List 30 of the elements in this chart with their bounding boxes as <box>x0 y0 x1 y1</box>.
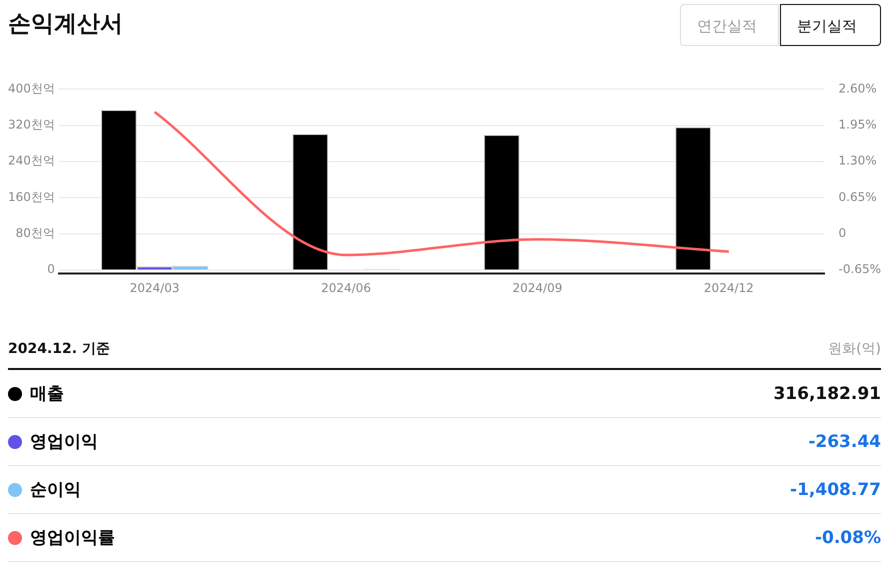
chart-title: 손익계산서 <box>8 10 123 39</box>
y2-tick-label: 2.60% <box>838 81 877 96</box>
y2-tick-label: 1.95% <box>838 117 877 132</box>
text: -1,408.77 <box>790 480 881 500</box>
legend-label: 영업이익 <box>30 431 98 453</box>
text: 원화(억) <box>828 340 881 358</box>
x-tick-label: 2024/06 <box>321 280 371 295</box>
y-tick-label: 400천억 <box>8 81 55 96</box>
y-tick-label: 240천억 <box>8 154 55 168</box>
line-series <box>153 110 730 256</box>
y-tick-label: 0 <box>47 262 55 276</box>
text: 2024.12. 기준 <box>8 340 110 358</box>
y2-tick-label: -0.65% <box>838 262 881 276</box>
y-tick-label: 160천억 <box>8 190 55 204</box>
text: -0.08% <box>814 528 881 548</box>
y-tick-label: 80천억 <box>16 226 55 240</box>
legend-label: 매출 <box>30 383 64 405</box>
x-tick-label: 2024/09 <box>512 280 562 295</box>
text: 분기실적 <box>780 4 881 46</box>
legend-label: 영업이익률 <box>30 527 115 549</box>
y2-tick-label: 0 <box>838 226 846 240</box>
text: -263.44 <box>808 432 881 452</box>
y2-tick-label: 1.30% <box>838 154 877 168</box>
text: 316,182.91 <box>773 384 881 404</box>
y-tick-label: 320천억 <box>8 117 55 132</box>
x-tick-label: 2024/03 <box>130 280 180 295</box>
legend-label: 순이익 <box>30 479 81 501</box>
x-tick-label: 2024/12 <box>704 280 754 295</box>
text: 연간실적 <box>680 4 779 46</box>
y2-tick-label: 0.65% <box>838 190 877 204</box>
